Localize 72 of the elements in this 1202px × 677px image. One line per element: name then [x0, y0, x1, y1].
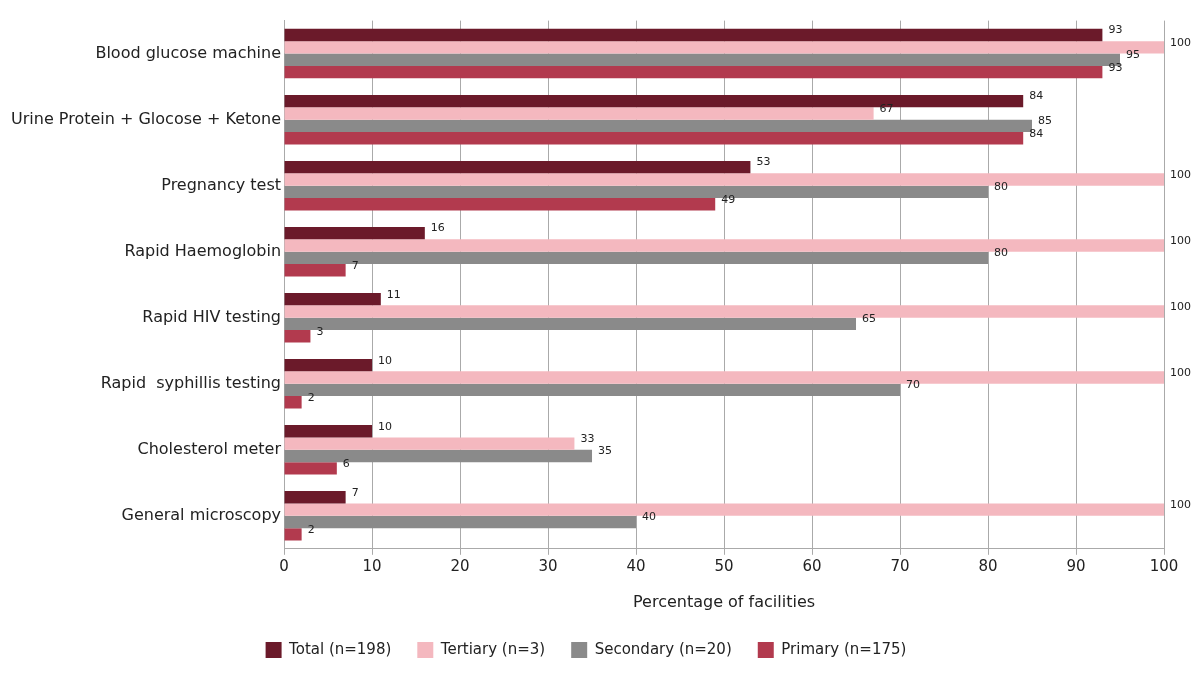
x-tick-label: 80	[978, 556, 998, 575]
bar	[284, 491, 346, 504]
data-label: 35	[598, 444, 613, 458]
data-label: 70	[906, 378, 921, 392]
y-tick-label: Urine Protein + Glocose + Ketone	[11, 108, 282, 128]
data-label: 95	[1126, 48, 1140, 62]
data-label: 100	[1170, 497, 1191, 511]
x-tick-label: 40	[626, 556, 646, 575]
data-label: 10	[378, 419, 393, 433]
data-label: 7	[351, 485, 359, 499]
y-tick-label: General microscopy	[121, 504, 282, 524]
data-label: 33	[580, 431, 595, 445]
data-label: 100	[1170, 233, 1191, 247]
y-tick-label: Rapid Haemoglobin	[124, 240, 282, 260]
data-label: 100	[1170, 35, 1191, 49]
x-tick-label: 100	[1149, 556, 1179, 575]
data-label: 40	[642, 510, 657, 524]
bar	[284, 28, 1103, 42]
y-tick-label: Rapid syphillis testing	[100, 372, 282, 392]
data-label: 93	[1108, 23, 1123, 37]
data-label: 65	[862, 312, 877, 326]
data-label: 100	[1170, 365, 1191, 379]
legend-label: Tertiary (n=3)	[439, 639, 546, 658]
data-label: 53	[756, 155, 771, 169]
legend-label: Secondary (n=20)	[594, 639, 732, 658]
bar	[284, 330, 311, 343]
x-tick-label: 30	[538, 556, 558, 575]
x-tick-label: 60	[802, 556, 822, 575]
x-tick-label: 90	[1066, 556, 1086, 575]
data-label: 84	[1029, 89, 1044, 103]
bar	[284, 425, 373, 438]
data-label: 2	[307, 522, 315, 536]
bar	[284, 396, 302, 409]
x-tick-label: 20	[450, 556, 470, 575]
y-tick-label: Pregnancy test	[161, 174, 282, 194]
data-label: 11	[386, 287, 401, 301]
x-axis-title: Percentage of facilities	[632, 591, 816, 611]
data-label: 7	[351, 258, 359, 272]
bar	[284, 292, 381, 306]
data-label: 100	[1170, 299, 1191, 313]
data-label: 6	[342, 456, 350, 470]
data-label: 16	[430, 221, 445, 235]
y-tick-label: Blood glucose machine	[95, 42, 282, 62]
data-label: 85	[1038, 114, 1052, 128]
bar	[284, 107, 874, 120]
data-label: 2	[307, 390, 315, 404]
bar	[284, 132, 1024, 145]
y-tick-label: Rapid HIV testing	[142, 306, 282, 326]
data-label: 10	[378, 353, 393, 367]
data-label: 100	[1170, 167, 1191, 181]
bar	[284, 198, 716, 211]
legend-label: Primary (n=175)	[781, 639, 907, 658]
bar	[284, 528, 302, 541]
x-tick-label: 50	[714, 556, 734, 575]
y-tick-label: Cholesterol meter	[137, 438, 282, 458]
bar	[284, 437, 575, 450]
bar	[284, 160, 751, 174]
bar	[284, 358, 373, 372]
legend-label: Total (n=198)	[288, 639, 392, 658]
x-tick-label: 0	[279, 556, 289, 575]
bar	[284, 226, 425, 240]
x-tick-label: 70	[890, 556, 910, 575]
bar	[284, 65, 1103, 79]
bar	[284, 264, 346, 277]
data-label: 80	[994, 246, 1009, 260]
data-label: 80	[994, 180, 1009, 194]
data-label: 3	[316, 324, 324, 338]
bar	[284, 462, 337, 475]
x-tick-label: 10	[362, 556, 382, 575]
data-label: 93	[1108, 60, 1123, 74]
data-label: 49	[721, 192, 736, 206]
data-label: 84	[1029, 126, 1044, 140]
